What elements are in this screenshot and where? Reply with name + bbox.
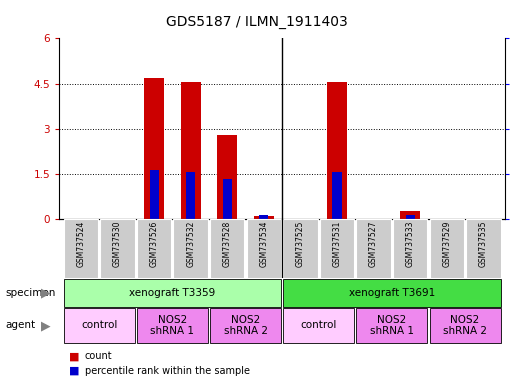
Bar	[210, 219, 245, 278]
Text: GSM737532: GSM737532	[186, 221, 195, 267]
Text: NOS2
shRNA 2: NOS2 shRNA 2	[224, 314, 268, 336]
Bar	[254, 217, 274, 219]
Bar	[283, 279, 501, 306]
Text: GSM737534: GSM737534	[260, 221, 268, 267]
Text: control: control	[81, 320, 117, 331]
Text: GSM737527: GSM737527	[369, 221, 378, 267]
Bar	[217, 135, 238, 219]
Text: ▶: ▶	[42, 286, 51, 299]
Text: GSM737526: GSM737526	[150, 221, 159, 267]
Text: specimen: specimen	[5, 288, 55, 298]
Bar	[466, 219, 501, 278]
Text: xenograft T3359: xenograft T3359	[129, 288, 215, 298]
Text: xenograft T3691: xenograft T3691	[349, 288, 435, 298]
Text: count: count	[85, 351, 112, 361]
Bar	[150, 170, 159, 219]
Bar	[406, 215, 415, 219]
Text: agent: agent	[5, 320, 35, 331]
Bar	[283, 219, 318, 278]
Bar	[181, 82, 201, 219]
Text: GDS5187 / ILMN_1911403: GDS5187 / ILMN_1911403	[166, 15, 347, 29]
Bar	[186, 172, 195, 219]
Text: GSM737524: GSM737524	[76, 221, 86, 267]
Bar	[320, 219, 354, 278]
Bar	[173, 219, 208, 278]
Text: NOS2
shRNA 1: NOS2 shRNA 1	[150, 314, 194, 336]
Bar	[429, 308, 501, 343]
Text: GSM737529: GSM737529	[442, 221, 451, 267]
Bar	[137, 308, 208, 343]
Bar	[429, 219, 464, 278]
Text: NOS2
shRNA 2: NOS2 shRNA 2	[443, 314, 487, 336]
Bar	[223, 179, 232, 219]
Bar	[357, 219, 391, 278]
Text: ■: ■	[69, 351, 80, 361]
Text: GSM737528: GSM737528	[223, 221, 232, 267]
Bar	[327, 82, 347, 219]
Bar	[137, 219, 171, 278]
Bar	[101, 219, 135, 278]
Text: ■: ■	[69, 366, 80, 376]
Text: GSM737533: GSM737533	[406, 221, 415, 267]
Text: NOS2
shRNA 1: NOS2 shRNA 1	[370, 314, 414, 336]
Bar	[64, 219, 98, 278]
Bar	[332, 172, 342, 219]
Bar	[260, 215, 268, 219]
Bar	[64, 308, 135, 343]
Text: control: control	[301, 320, 337, 331]
Text: GSM737531: GSM737531	[332, 221, 342, 267]
Text: GSM737525: GSM737525	[296, 221, 305, 267]
Bar	[400, 211, 420, 219]
Bar	[247, 219, 281, 278]
Bar	[393, 219, 427, 278]
Text: GSM737535: GSM737535	[479, 221, 488, 267]
Bar	[283, 308, 354, 343]
Bar	[210, 308, 281, 343]
Text: ▶: ▶	[42, 319, 51, 332]
Bar	[144, 78, 164, 219]
Text: percentile rank within the sample: percentile rank within the sample	[85, 366, 250, 376]
Text: GSM737530: GSM737530	[113, 221, 122, 267]
Bar	[64, 279, 281, 306]
Bar	[357, 308, 427, 343]
